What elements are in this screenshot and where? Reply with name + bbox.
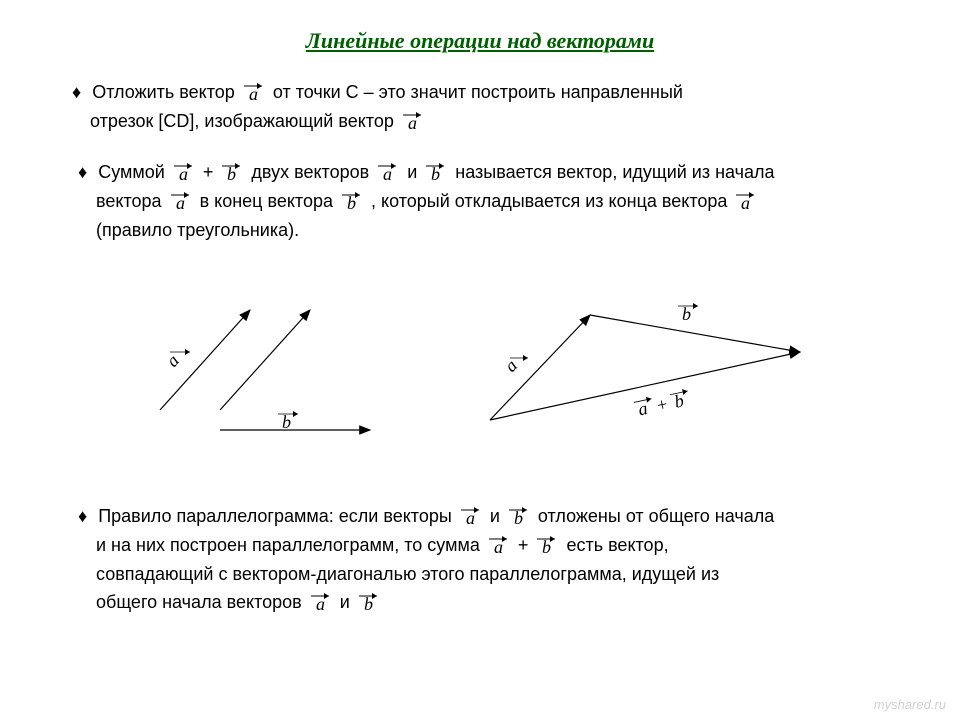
bullet-3: [78, 506, 93, 526]
vec-b-icon: b: [533, 533, 561, 555]
svg-text:a: a: [383, 164, 392, 184]
vec-b-icon: b: [505, 504, 533, 526]
svg-text:a: a: [408, 113, 417, 133]
svg-text:b: b: [542, 537, 551, 557]
paragraph-1: Отложить вектор a от точки С – это значи…: [72, 78, 892, 136]
svg-text:b: b: [227, 164, 236, 184]
p2-l2a: вектора: [96, 191, 162, 211]
svg-text:a: a: [500, 355, 521, 375]
svg-text:a: a: [176, 193, 185, 213]
p3-and2: и: [340, 592, 350, 612]
p2-and: и: [407, 162, 417, 182]
p3-and1: и: [490, 506, 500, 526]
p1-line1-post: от точки С – это значит построить направ…: [273, 82, 683, 102]
vec-a-icon: a: [307, 590, 335, 612]
svg-text:a: a: [494, 537, 503, 557]
p2-l1b: двух векторов: [251, 162, 369, 182]
page-title: Линейные операции над векторами: [306, 28, 654, 54]
svg-text:+: +: [654, 394, 670, 416]
p1-line2-pre: отрезок [CD], изображающий вектор: [90, 111, 394, 131]
vec-a-icon: a: [374, 160, 402, 182]
p3-plus: +: [518, 535, 529, 555]
paragraph-3: Правило параллелограмма: если векторы a …: [78, 502, 918, 617]
paragraph-2: Суммой a + b двух векторов a и b называе…: [78, 158, 898, 244]
p3-l3: совпадающий с вектором-диагональю этого …: [96, 564, 719, 584]
diagram-right: a b a + b: [470, 270, 830, 455]
p2-plus: +: [203, 162, 214, 182]
svg-text:b: b: [514, 508, 523, 528]
svg-text:a: a: [162, 351, 183, 371]
vector-diagram-left: a b: [120, 290, 400, 450]
p2-l1c: называется вектор, идущий из начала: [455, 162, 774, 182]
vec-a-icon: a: [399, 109, 427, 131]
svg-text:b: b: [682, 304, 691, 324]
vec-a-icon: a: [485, 533, 513, 555]
svg-text:a: a: [316, 594, 325, 614]
svg-text:a: a: [466, 508, 475, 528]
p2-l2b: в конец вектора: [200, 191, 333, 211]
vec-a-icon: a: [457, 504, 485, 526]
svg-text:a: a: [249, 84, 258, 104]
vector-diagram-triangle: a b a + b: [470, 270, 830, 450]
p2-l3: (правило треугольника).: [96, 220, 299, 240]
svg-text:a: a: [741, 193, 750, 213]
vec-a-icon: a: [167, 189, 195, 211]
vec-b-icon: b: [355, 590, 383, 612]
vec-a-icon: a: [732, 189, 760, 211]
p2-l1a: Суммой: [98, 162, 165, 182]
bullet-1: [72, 82, 87, 102]
vec-b-icon: b: [218, 160, 246, 182]
vec-b-icon: b: [338, 189, 366, 211]
vec-b-icon: b: [422, 160, 450, 182]
svg-text:b: b: [347, 193, 356, 213]
p3-l2a: и на них построен параллелограмм, то сум…: [96, 535, 480, 555]
svg-text:b: b: [431, 164, 440, 184]
p3-l1b: отложены от общего начала: [538, 506, 774, 526]
svg-text:b: b: [282, 412, 291, 432]
diagram-left: a b: [120, 290, 400, 455]
watermark: myshared.ru: [874, 697, 946, 712]
vec-a-icon: a: [240, 80, 268, 102]
svg-text:b: b: [364, 594, 373, 614]
p3-l1a: Правило параллелограмма: если векторы: [98, 506, 452, 526]
p1-line1-pre: Отложить вектор: [92, 82, 235, 102]
vec-a-icon: a: [170, 160, 198, 182]
p2-l2c: , который откладывается из конца вектора: [371, 191, 727, 211]
svg-text:a: a: [179, 164, 188, 184]
p3-l4a: общего начала векторов: [96, 592, 302, 612]
bullet-2: [78, 162, 93, 182]
p3-l2b: есть вектор,: [566, 535, 668, 555]
